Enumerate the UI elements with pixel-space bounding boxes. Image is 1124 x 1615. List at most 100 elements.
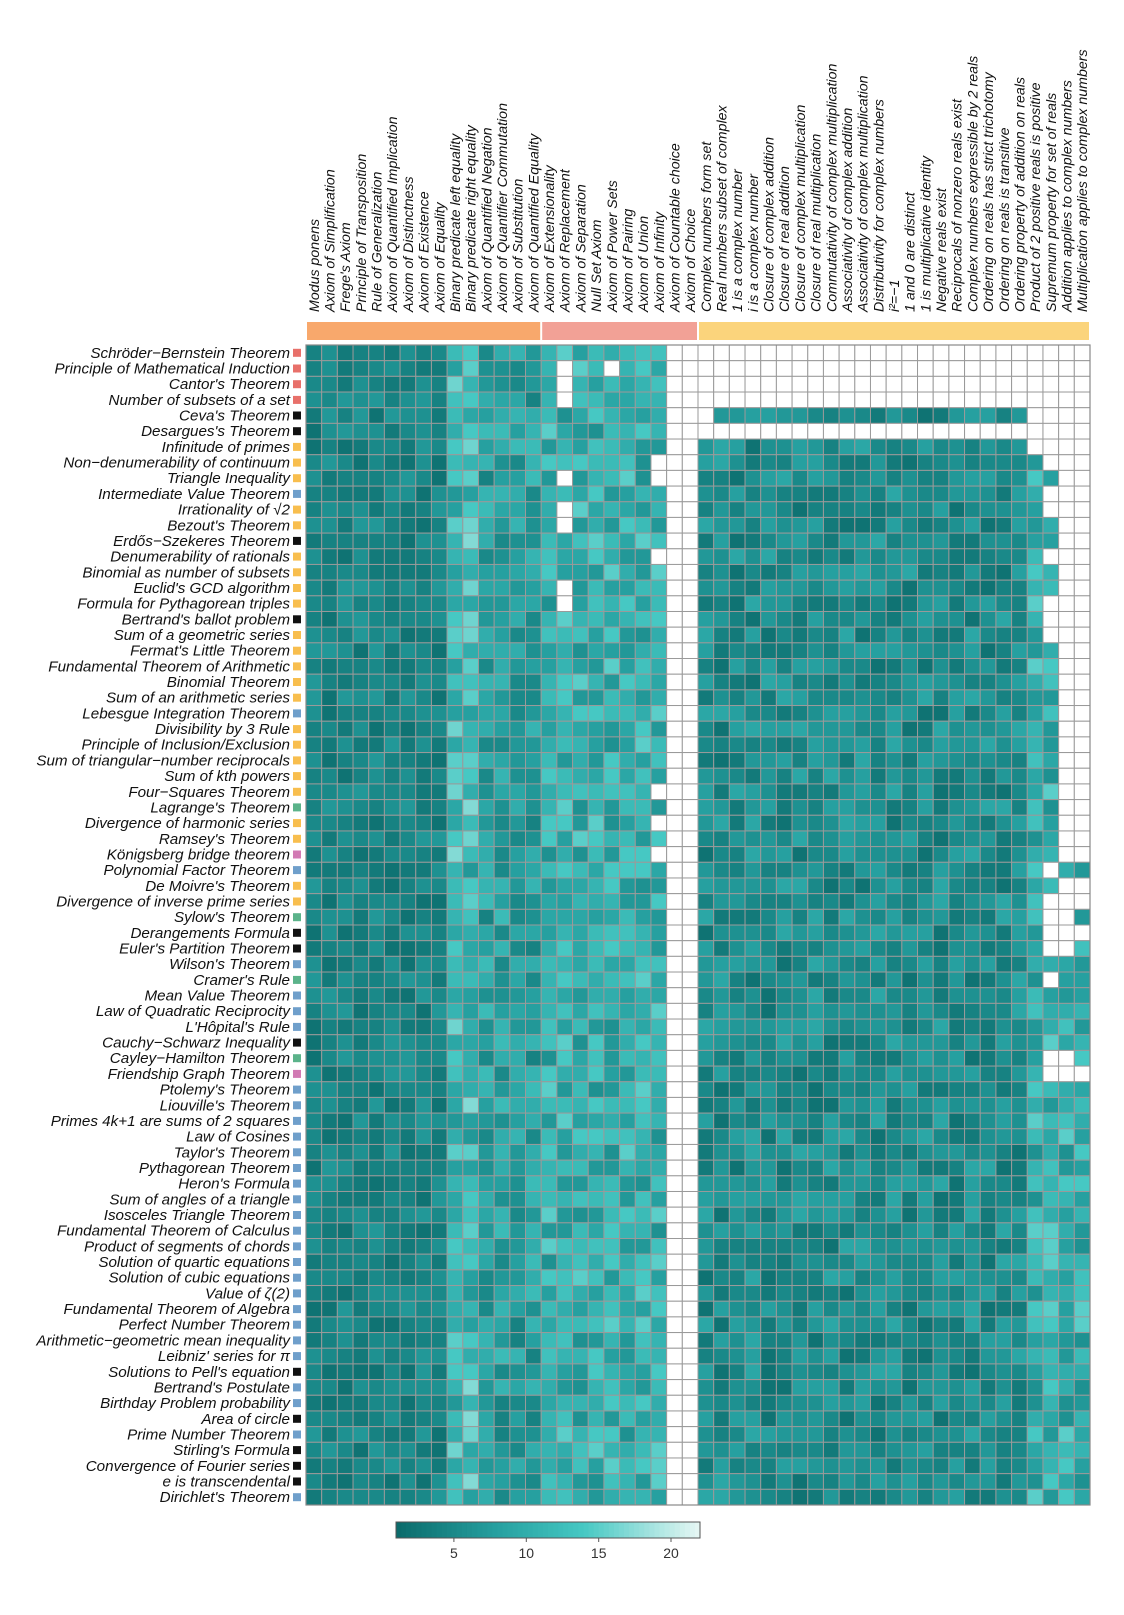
heatmap-cell — [383, 940, 401, 957]
heatmap-cell — [493, 595, 511, 612]
heatmap-cell — [901, 1269, 919, 1287]
heatmap-cell — [525, 689, 542, 707]
heatmap-cell — [603, 1347, 621, 1365]
heatmap-cell — [556, 1363, 574, 1381]
heatmap-cell — [744, 877, 762, 895]
heatmap-cell — [1026, 610, 1044, 628]
heatmap-cell — [446, 767, 464, 785]
heatmap-cell — [493, 1018, 511, 1036]
heatmap-cell — [321, 1002, 338, 1020]
heatmap-cell — [744, 1128, 762, 1145]
heatmap-cell — [775, 814, 793, 832]
heatmap-cell — [901, 1316, 919, 1334]
heatmap-cell — [399, 485, 417, 503]
heatmap-cell — [979, 438, 997, 456]
heatmap-cell — [525, 1159, 542, 1177]
heatmap-cell — [1026, 1473, 1044, 1490]
heatmap-cell — [1058, 532, 1075, 550]
heatmap-cell — [603, 375, 621, 393]
heatmap-cell — [822, 955, 840, 973]
heatmap-cell — [415, 469, 432, 487]
heatmap-cell — [634, 1363, 652, 1381]
heatmap-cell — [791, 1018, 809, 1036]
heatmap-cell — [650, 579, 668, 597]
heatmap-cell — [619, 1316, 636, 1334]
heatmap-cell — [383, 1410, 401, 1428]
heatmap-cell — [1026, 908, 1044, 926]
heatmap-cell — [462, 877, 479, 895]
heatmap-cell — [368, 454, 385, 471]
heatmap-cell — [603, 767, 621, 785]
heatmap-cell — [948, 658, 966, 675]
heatmap-cell — [822, 720, 840, 738]
heatmap-cell — [1042, 1410, 1060, 1428]
heatmap-cell — [932, 1081, 950, 1098]
heatmap-cell — [713, 1081, 730, 1098]
heatmap-cell — [352, 658, 370, 675]
heatmap-cell — [1073, 1457, 1091, 1475]
heatmap-cell — [964, 720, 981, 738]
heatmap-cell — [791, 501, 809, 518]
heatmap-cell — [509, 1002, 527, 1020]
heatmap-cell — [650, 1269, 668, 1287]
heatmap-cell — [901, 1379, 919, 1396]
heatmap-cell — [336, 814, 354, 832]
heatmap-cell — [775, 344, 793, 362]
heatmap-cell — [1042, 767, 1060, 785]
heatmap-cell — [572, 752, 589, 769]
heatmap-cell — [932, 422, 950, 440]
heatmap-cell — [368, 344, 385, 362]
heatmap-cell — [1058, 1426, 1075, 1443]
heatmap-cell — [540, 1426, 558, 1443]
heatmap-cell — [430, 1457, 448, 1475]
heatmap-cell — [807, 987, 824, 1004]
heatmap-cell — [869, 579, 887, 597]
heatmap-cell — [838, 1081, 856, 1098]
heatmap-cell — [462, 1018, 479, 1036]
heatmap-cell — [556, 1300, 574, 1318]
heatmap-cell — [368, 908, 385, 926]
heatmap-cell — [1042, 532, 1060, 550]
heatmap-cell — [948, 1426, 966, 1443]
heatmap-cell — [713, 705, 730, 722]
heatmap-cell — [917, 1300, 934, 1318]
heatmap-cell — [619, 1143, 636, 1161]
heatmap-cell — [1073, 846, 1091, 863]
heatmap-cell — [697, 548, 715, 565]
heatmap-cell — [399, 1018, 417, 1036]
heatmap-cell — [775, 783, 793, 801]
heatmap-cell — [917, 1065, 934, 1083]
heatmap-cell — [556, 720, 574, 738]
heatmap-cell — [368, 642, 385, 660]
heatmap-cell — [744, 1394, 762, 1412]
heatmap-cell — [697, 1363, 715, 1381]
heatmap-cell — [603, 1488, 621, 1506]
heatmap-cell — [791, 1473, 809, 1490]
heatmap-cell — [368, 391, 385, 409]
heatmap-cell — [415, 783, 432, 801]
column-label: Closure of real multiplication — [809, 134, 825, 312]
heatmap-cell — [885, 1332, 903, 1349]
heatmap-cell — [430, 971, 448, 989]
heatmap-cell — [807, 814, 824, 832]
heatmap-cell — [399, 799, 417, 816]
heatmap-cell — [791, 1457, 809, 1475]
heatmap-cell — [509, 1300, 527, 1318]
heatmap-cell — [932, 1473, 950, 1490]
heatmap-cell — [493, 642, 511, 660]
heatmap-cell — [477, 720, 495, 738]
heatmap-cell — [462, 799, 479, 816]
heatmap-cell — [1058, 563, 1075, 581]
heatmap-cell — [634, 799, 652, 816]
heatmap-cell — [775, 1206, 793, 1224]
heatmap-cell — [791, 485, 809, 503]
heatmap-cell — [666, 1065, 683, 1083]
heatmap-cell — [399, 814, 417, 832]
heatmap-cell — [1011, 1238, 1028, 1255]
heatmap-cell — [415, 861, 432, 879]
heatmap-cell — [713, 689, 730, 707]
heatmap-cell — [995, 814, 1013, 832]
heatmap-cell — [525, 1410, 542, 1428]
heatmap-cell — [666, 1441, 683, 1459]
heatmap-cell — [854, 1488, 871, 1506]
